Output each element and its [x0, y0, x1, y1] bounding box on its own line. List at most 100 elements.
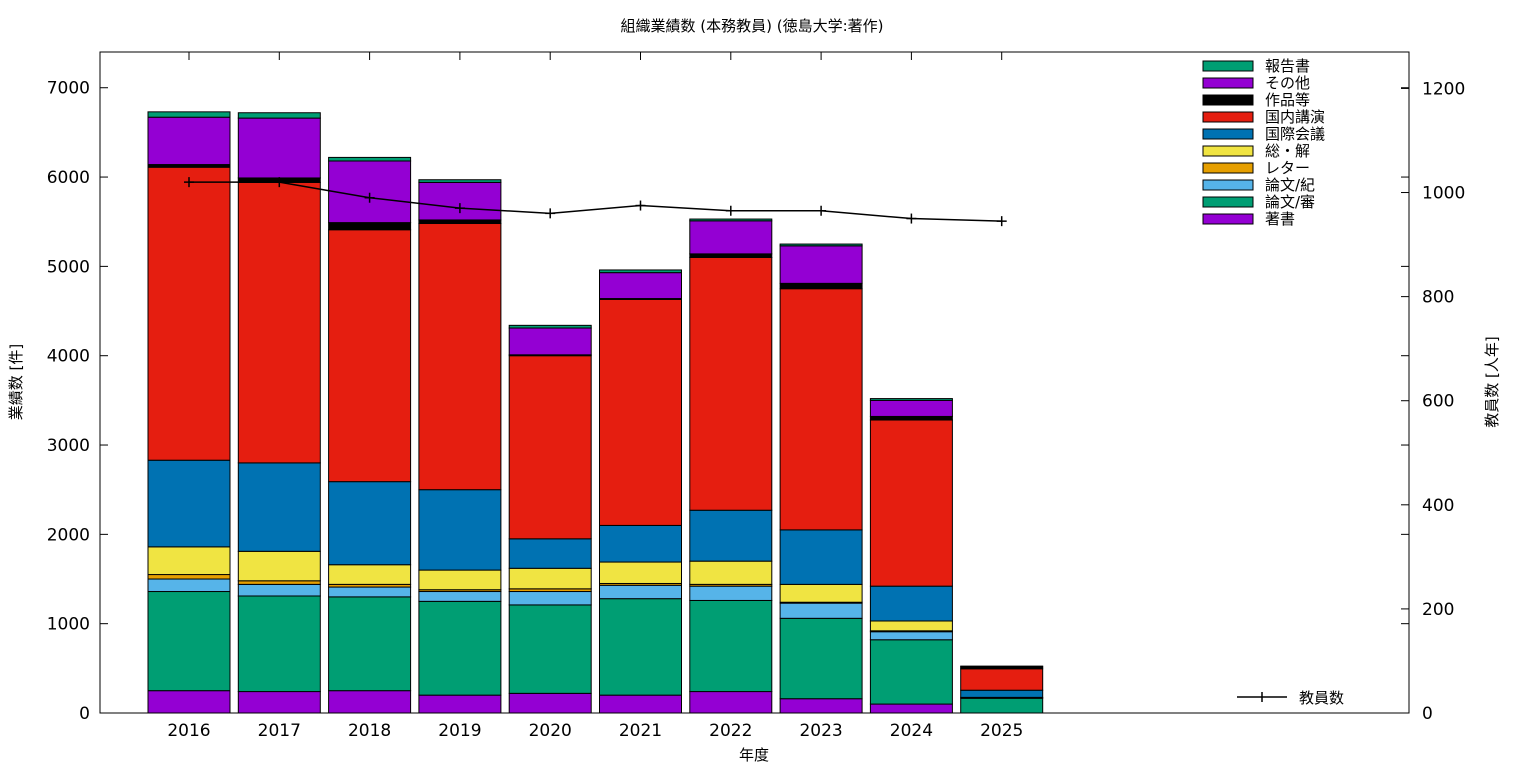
y-tick-label: 4000 [47, 347, 90, 367]
y2-tick-label: 1000 [1422, 184, 1465, 204]
bar-segment [869, 639, 953, 705]
bar-segment [869, 419, 953, 587]
legend-label: 国際会議 [1265, 125, 1325, 143]
staff-count-point [545, 208, 556, 219]
bar-segment [869, 703, 953, 714]
legend-label: 論文/紀 [1265, 176, 1315, 194]
staff-count-point [906, 213, 917, 224]
y2-tick-label: 1200 [1422, 79, 1465, 99]
bar-segment [147, 574, 231, 580]
legend-item: 論文/審 [1202, 193, 1315, 211]
legend-label: 総・解 [1265, 142, 1310, 160]
bar-segment [960, 668, 1044, 691]
bars-group [147, 111, 1044, 714]
bar-segment [779, 698, 863, 714]
plot-frame [99, 51, 1410, 714]
bar-segment [508, 567, 592, 590]
legend-item: その他 [1202, 74, 1310, 92]
bar-segment [147, 111, 231, 118]
bar-segment [147, 459, 231, 548]
staff-count-point [274, 177, 285, 188]
bar-segment [328, 586, 412, 598]
legend-item: 著書 [1202, 210, 1295, 228]
bar-segment [869, 620, 953, 632]
bar-segment [869, 398, 953, 401]
legend-item: 国内講演 [1202, 108, 1325, 126]
bar-segment [689, 560, 773, 585]
y-tick-label: 1000 [47, 615, 90, 635]
bar-segment [599, 272, 682, 300]
chart-title: 組織業績数 (本務教員) (徳島大学:著作) [621, 17, 884, 35]
bar-segment [779, 602, 863, 619]
x-tick-label: 2016 [167, 721, 210, 741]
bar-segment [418, 591, 502, 602]
y-tick-label: 2000 [47, 525, 90, 545]
bar-segment [508, 591, 592, 606]
bar-segment [689, 585, 773, 601]
y-tick-label: 6000 [47, 168, 90, 188]
bar-segment [237, 117, 321, 179]
bar-segment [599, 298, 682, 526]
bar-segment [237, 580, 321, 585]
legend-item: 論文/紀 [1202, 176, 1315, 194]
y2-axis-label: 教員数 [人年] [1483, 336, 1501, 427]
bar-segment [869, 415, 953, 421]
legend-label: 著書 [1265, 210, 1295, 228]
bar-segment [328, 229, 412, 483]
bar-segment [779, 243, 863, 247]
bar-segment [418, 569, 502, 591]
bar-segment [508, 355, 592, 540]
bar-segment [599, 524, 682, 563]
x-tick-label: 2017 [258, 721, 301, 741]
bar-segment [147, 578, 231, 593]
legend-item: 作品等 [1202, 91, 1310, 109]
bar-segment [418, 219, 502, 225]
x-tick-label: 2018 [348, 721, 391, 741]
bar-segment [147, 546, 231, 576]
x-tick-label: 2024 [890, 721, 933, 741]
y2-tick-label: 600 [1422, 392, 1454, 412]
legend-swatch [1202, 111, 1254, 123]
bar-segment [237, 462, 321, 552]
x-tick-label: 2022 [709, 721, 752, 741]
bar-segment [599, 694, 682, 714]
staff-count-point [725, 205, 736, 216]
bar-segment [328, 596, 412, 692]
legend-swatch [1202, 179, 1254, 191]
bar-segment [779, 529, 863, 585]
legend-swatch [1202, 213, 1254, 225]
x-tick-label: 2019 [438, 721, 481, 741]
bar-segment [418, 181, 502, 221]
bar-segment [418, 223, 502, 491]
bar-segment [328, 222, 412, 231]
legend-swatch [1202, 128, 1254, 140]
bar-segment [328, 690, 412, 714]
legend-swatch [1202, 145, 1254, 157]
bar-segment [689, 509, 773, 562]
bar-segment [960, 697, 1044, 714]
bar-segment [689, 220, 773, 255]
staff-count-point [184, 177, 194, 188]
bar-segment [237, 595, 321, 693]
legend-label: その他 [1265, 74, 1310, 92]
legend-label: 報告書 [1265, 57, 1310, 75]
bar-segment [508, 692, 592, 714]
bar-segment [508, 324, 592, 329]
bar-segment [960, 689, 1044, 698]
bar-segment [418, 179, 502, 183]
bar-segment [779, 583, 863, 603]
bar-segment [869, 585, 953, 622]
staff-count-point [996, 216, 1007, 227]
bar-segment [418, 694, 502, 714]
bar-segment [689, 218, 773, 222]
legend-item-line: 教員数 [1237, 689, 1344, 707]
bar-segment [328, 564, 412, 585]
bar-segment [328, 160, 412, 224]
bar-segment [508, 327, 592, 356]
bar-segment [779, 282, 863, 290]
bar-segment [147, 690, 231, 714]
bar-segment [779, 245, 863, 284]
bar-segment [599, 561, 682, 584]
staff-count-point [454, 203, 465, 214]
legend-swatch [1202, 60, 1254, 72]
